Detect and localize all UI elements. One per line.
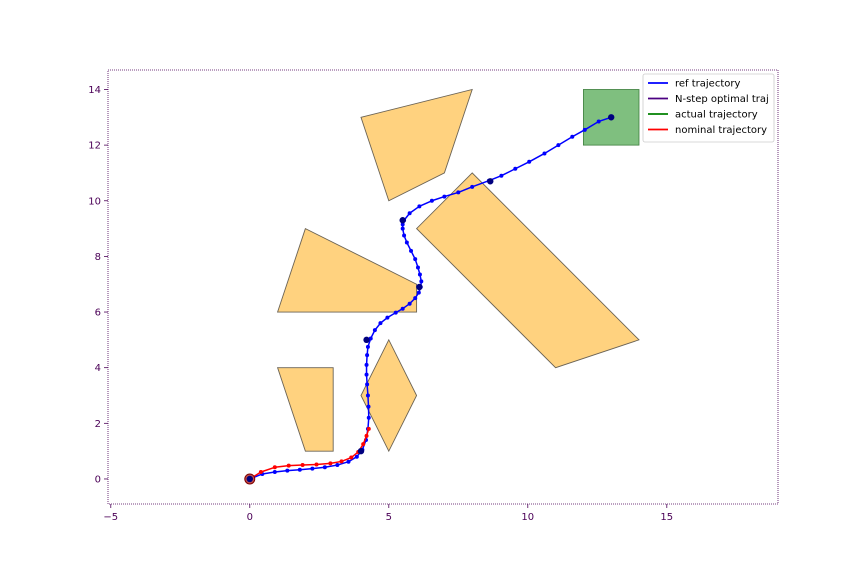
series-1-point [365, 344, 370, 349]
series-1-point [409, 248, 414, 253]
obstacle-3 [415, 172, 640, 369]
waypoint-marker [363, 336, 370, 344]
y-tick-label: 10 [88, 196, 101, 207]
series-1-point [346, 459, 351, 464]
series-1-point [366, 404, 371, 409]
series-4-point [300, 463, 305, 468]
series-1-point [556, 143, 561, 148]
series-1-point [413, 296, 418, 301]
series-1-point [596, 119, 601, 124]
y-tick-label: 4 [95, 363, 101, 374]
waypoint-marker [487, 178, 494, 185]
waypoint-marker [246, 475, 253, 483]
series-1-point [417, 204, 422, 209]
waypoints-group [244, 114, 615, 485]
series-4-point [349, 455, 354, 460]
legend-label: nominal trajectory [675, 125, 767, 136]
series-4-point [286, 463, 291, 468]
x-tick-label: 5 [386, 512, 392, 523]
y-tick-label: 2 [95, 419, 101, 430]
y-tick-label: 8 [95, 252, 101, 263]
series-1-point [366, 415, 371, 420]
series-1-point [404, 240, 409, 245]
series-1-point [402, 233, 407, 238]
series-1-point [582, 127, 587, 132]
obstacle-2 [276, 227, 418, 313]
legend-label: N-step optimal traj [675, 94, 769, 105]
series-1-point [364, 372, 369, 377]
series-1-point [365, 353, 370, 358]
y-tick-label: 12 [88, 141, 101, 152]
legend: ref trajectory N-step optimal traj actual … [642, 73, 775, 143]
waypoint-marker [416, 283, 423, 291]
series-1-point [364, 362, 369, 367]
waypoint-marker [357, 447, 365, 455]
series-1-point [400, 306, 405, 311]
obstacles [276, 88, 640, 453]
series-1-point [272, 470, 277, 475]
x-tick-label: 15 [660, 512, 673, 523]
waypoint-marker [607, 114, 615, 121]
y-tick-label: 0 [95, 474, 101, 485]
legend-box [642, 73, 775, 143]
x-tick-label: −5 [103, 512, 118, 523]
series-1-point [365, 382, 370, 387]
series-1-point [365, 393, 370, 398]
series-1-point [442, 194, 447, 199]
series-4-point [366, 426, 371, 431]
series-4-point [258, 470, 263, 475]
series-4-point [361, 442, 366, 447]
y-axis-ticks: 0 2 4 6 8 10 12 14 [88, 85, 108, 485]
series-1-point [407, 211, 412, 216]
series-1-point [417, 272, 422, 277]
obstacle-4 [360, 338, 418, 453]
series-1-point [419, 279, 424, 284]
obstacle-1 [360, 88, 473, 202]
series-4-point [272, 465, 277, 470]
series-1-point [542, 151, 547, 156]
x-tick-label: 0 [247, 512, 253, 523]
waypoint-marker [399, 217, 406, 224]
x-tick-label: 10 [521, 512, 534, 523]
series-1-point [297, 467, 302, 472]
series-1-point [378, 321, 383, 326]
plot-frame [107, 69, 779, 505]
series-1-point [322, 465, 327, 470]
series-1-point [335, 463, 340, 468]
series-1-point [513, 166, 518, 171]
series-1-point [400, 226, 405, 231]
series-1-point [407, 301, 412, 306]
series-1-point [400, 222, 405, 227]
obstacle-5 [276, 367, 334, 452]
series-4-point [314, 462, 319, 467]
series-1-point [393, 310, 398, 315]
legend-label: actual trajectory [675, 110, 758, 121]
y-tick-label: 14 [88, 85, 101, 96]
series-1-point [415, 265, 420, 270]
series-1-point [499, 173, 504, 178]
legend-label: ref trajectory [675, 79, 740, 90]
series-4-point [364, 433, 369, 438]
series-1-point [429, 198, 434, 203]
x-axis-ticks: −5 0 5 10 15 [103, 504, 673, 523]
series-1-point [456, 190, 461, 195]
series-group [247, 115, 614, 481]
series-1-point [310, 466, 315, 471]
series-1-point [385, 315, 390, 320]
series-1-point [527, 159, 532, 164]
series-1-point [570, 134, 575, 139]
series-1-point [354, 454, 359, 459]
series-4-point [328, 461, 333, 466]
series-1-point [372, 328, 377, 333]
series-1-point [413, 257, 418, 262]
y-tick-label: 6 [95, 308, 101, 319]
series-1-point [470, 184, 475, 189]
series-1-point [285, 468, 290, 473]
series-4-point [339, 459, 344, 464]
series-1-point [416, 290, 421, 295]
